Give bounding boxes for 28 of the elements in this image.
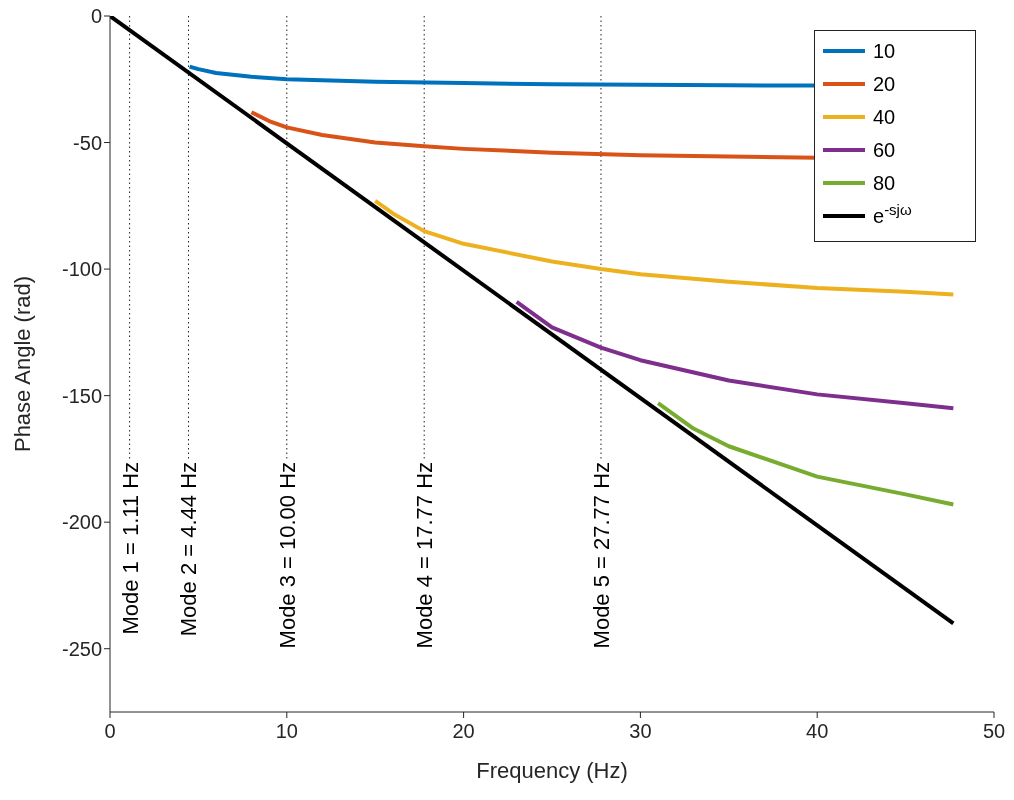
- x-tick-label: 10: [275, 720, 298, 743]
- y-tick-label: -100: [61, 258, 102, 281]
- y-tick-label: -150: [61, 384, 102, 407]
- line-series: [656, 401, 956, 507]
- ref-line-label: Mode 2 = 4.44 Hz: [176, 461, 202, 637]
- y-tick-label: 0: [90, 5, 102, 28]
- x-tick-label: 0: [104, 720, 116, 743]
- x-tick-label: 20: [452, 720, 475, 743]
- legend-label: 80: [873, 172, 896, 194]
- ref-line-label: Mode 3 = 10.00 Hz: [274, 461, 300, 649]
- ref-line-label: Mode 1 = 1.11 Hz: [117, 461, 143, 635]
- y-tick-label: -250: [61, 637, 102, 660]
- y-tick-label: -50: [73, 131, 102, 154]
- x-tick-label: 30: [629, 720, 652, 743]
- line-series: [373, 198, 956, 297]
- x-axis-title: Frequency (Hz): [476, 758, 628, 783]
- legend-label: 40: [873, 106, 896, 128]
- y-tick-label: -200: [61, 511, 102, 534]
- legend-label: 20: [873, 73, 896, 95]
- x-tick-label: 50: [982, 720, 1006, 743]
- legend-label: e$^{-sjω}$: [873, 200, 912, 227]
- y-axis-title: Phase Angle (rad): [9, 275, 35, 453]
- ref-line-label: Mode 5 = 27.77 Hz: [588, 461, 614, 649]
- line-series: [514, 299, 956, 411]
- ref-line-label: Mode 4 = 17.77 Hz: [412, 461, 438, 649]
- x-tick-label: 40: [806, 720, 829, 743]
- legend-label: 10: [873, 40, 896, 62]
- legend-label: 60: [873, 139, 896, 161]
